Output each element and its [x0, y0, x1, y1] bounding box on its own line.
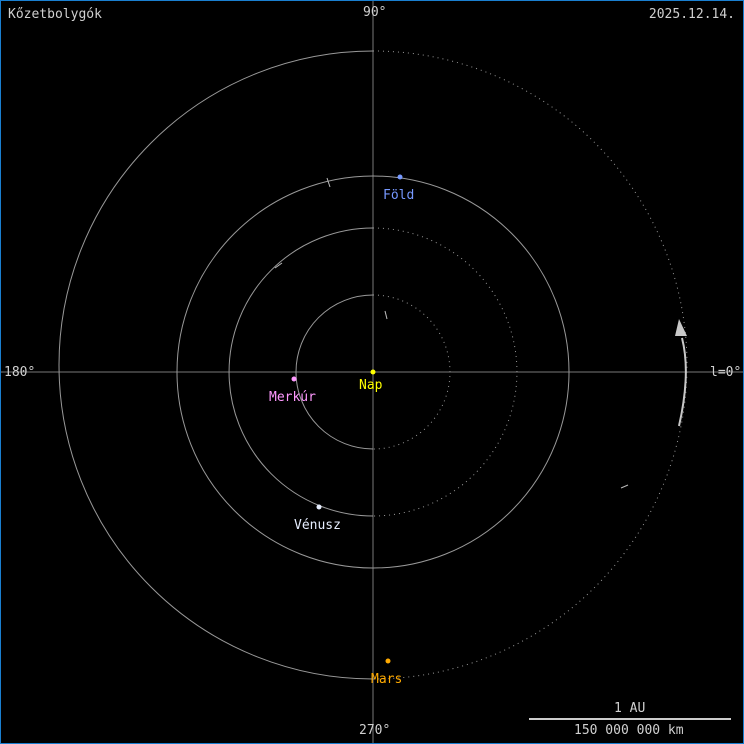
arrow-head-icon [675, 319, 687, 336]
mercury-dot[interactable] [291, 376, 297, 382]
sun-dot[interactable] [370, 369, 376, 375]
venus-orbit-solid [228, 227, 374, 517]
angle-90-label: 90° [363, 5, 387, 20]
venus-label: Vénusz [294, 518, 341, 533]
mars-orbit-dotted [372, 50, 688, 680]
chart-title: Kőzetbolygók [8, 7, 102, 22]
rotation-direction-arrow [678, 337, 687, 427]
venus-dot[interactable] [316, 504, 322, 510]
mercury-orbit-solid [295, 294, 374, 450]
scale-top-label: 1 AU [614, 701, 646, 716]
mercury-label: Merkúr [269, 390, 316, 405]
mars-orbit-solid [58, 50, 374, 680]
earth-label: Föld [383, 188, 415, 203]
mars-orbit-tick [620, 484, 629, 489]
earth-dot[interactable] [397, 174, 403, 180]
date-label: 2025.12.14. [648, 7, 735, 22]
sun-label: Nap [359, 378, 383, 393]
earth-orbit-tick [326, 177, 331, 188]
scale-bottom-label: 150 000 000 km [574, 723, 684, 738]
mercury-orbit-tick [384, 310, 388, 320]
angle-180-label: 180° [4, 365, 36, 380]
angle-0-label: l=0° [710, 365, 742, 380]
mercury-orbit-dotted [372, 294, 451, 450]
earth-orbit [176, 175, 570, 569]
angle-270-label: 270° [359, 723, 391, 738]
mars-label: Mars [371, 672, 403, 687]
mars-dot[interactable] [385, 658, 391, 664]
venus-orbit-tick [274, 262, 283, 269]
